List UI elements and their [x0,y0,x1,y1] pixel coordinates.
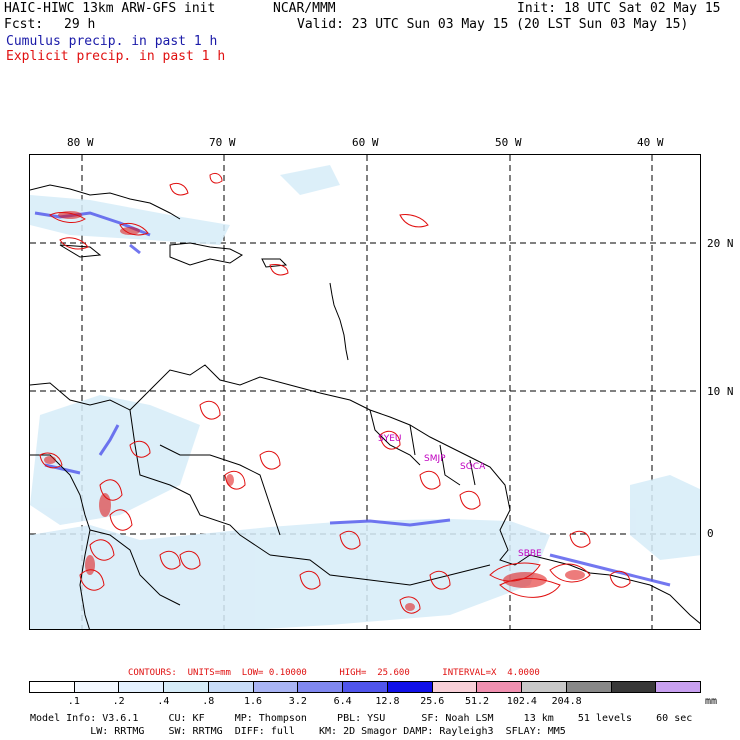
colorbar-tick-label: .1 [67,696,80,707]
colorbar-cell [253,682,299,692]
cumulus-legend: Cumulus precip. in past 1 h [6,34,218,49]
lon-label-40w: 40 W [637,136,664,149]
map-canvas: SYEU SMJP SOCA SBBE [30,155,700,629]
colorbar-cell [477,682,523,692]
model-info-line2: LW: RRTMG SW: RRTMG DIFF: full KM: 2D Sm… [30,726,566,737]
colorbar-cell [387,682,433,692]
lat-label-20n: 20 N [707,237,734,250]
station-label-soca: SOCA [460,462,486,472]
colorbar-tick-label: 12.8 [375,696,400,707]
fcst-value: 29 h [64,17,96,32]
init-time: Init: 18 UTC Sat 02 May 15 [517,1,721,16]
colorbar-tick-label: 3.2 [288,696,307,707]
cumulus-light-areas [30,165,700,629]
colorbar-cell [119,682,165,692]
lon-label-50w: 50 W [495,136,522,149]
lon-label-70w: 70 W [209,136,236,149]
model-info-line1: Model Info: V3.6.1 CU: KF MP: Thompson P… [30,713,693,724]
colorbar-cell [343,682,388,692]
colorbar-tick-label: .8 [202,696,215,707]
colorbar-tick-label: 204.8 [551,696,582,707]
colorbar-tick-label: .4 [157,696,170,707]
colorbar-cell [30,682,75,692]
fcst-label: Fcst: [4,17,44,32]
colorbar-cell [522,682,567,692]
colorbar-tick-label: 51.2 [465,696,490,707]
colorbar-tick-label: 1.6 [244,696,263,707]
precip-map: SYEU SMJP SOCA SBBE [29,154,701,630]
colorbar-cell [611,682,657,692]
model-title: HAIC-HIWC 13km ARW-GFS init [4,1,216,16]
colorbar-cell [74,682,120,692]
colorbar-tick-label: .2 [112,696,125,707]
colorbar [29,681,701,693]
colorbar-cell [208,682,254,692]
org-label: NCAR/MMM [273,1,336,16]
colorbar-cell [566,682,612,692]
lat-label-0: 0 [707,527,714,540]
lat-label-10n: 10 N [707,385,734,398]
contours-info: CONTOURS: UNITS=mm LOW= 0.10000 HIGH= 25… [128,668,540,678]
colorbar-cell [432,682,478,692]
colorbar-tick-label: 6.4 [333,696,352,707]
colorbar-units: mm [705,696,718,707]
coastlines [30,184,700,629]
colorbar-cell [656,682,701,692]
explicit-legend: Explicit precip. in past 1 h [6,49,226,64]
colorbar-cell [298,682,344,692]
colorbar-cell [164,682,209,692]
explicit-precip-heavy [44,211,585,611]
colorbar-tick-label: 102.4 [506,696,537,707]
colorbar-tick-label: 25.6 [420,696,445,707]
station-label-smjp: SMJP [424,454,446,464]
station-label-syeu: SYEU [378,434,401,444]
valid-time: Valid: 23 UTC Sun 03 May 15 (20 LST Sun … [297,17,689,32]
lon-label-80w: 80 W [67,136,94,149]
lon-label-60w: 60 W [352,136,379,149]
station-label-sbbe: SBBE [518,549,542,559]
